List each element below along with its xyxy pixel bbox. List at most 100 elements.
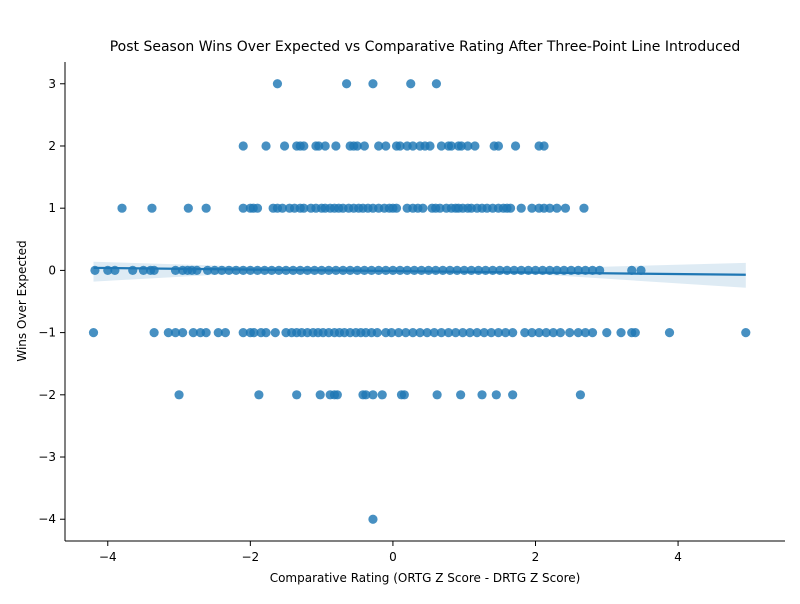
data-point <box>534 328 544 338</box>
data-point <box>394 328 404 338</box>
data-point <box>399 390 409 400</box>
data-point <box>201 203 211 213</box>
data-point <box>149 265 159 275</box>
data-point <box>213 328 223 338</box>
y-tick-label: −2 <box>38 388 56 402</box>
data-point <box>238 141 248 151</box>
data-point <box>587 328 598 338</box>
y-tick-label: −3 <box>38 450 56 464</box>
data-point <box>573 328 583 338</box>
x-ticks: −4 −2 0 2 4 <box>99 541 682 564</box>
data-point <box>472 328 482 338</box>
data-point <box>261 328 271 338</box>
data-point <box>541 328 551 338</box>
data-point <box>456 141 466 151</box>
data-point <box>183 203 193 213</box>
data-point <box>436 141 446 151</box>
chart-title: Post Season Wins Over Expected vs Compar… <box>110 39 741 55</box>
data-point <box>128 265 138 275</box>
data-point <box>201 328 211 338</box>
data-point <box>435 203 445 213</box>
data-point <box>630 328 640 338</box>
data-point <box>368 514 378 524</box>
data-points <box>88 79 751 524</box>
data-point <box>431 79 442 89</box>
data-point <box>359 141 370 151</box>
data-point <box>315 390 325 400</box>
data-point <box>451 328 461 338</box>
data-point <box>575 390 586 400</box>
data-point <box>508 328 518 338</box>
data-point <box>664 328 675 338</box>
data-point <box>579 203 589 213</box>
x-tick-label: −4 <box>99 550 117 564</box>
data-point <box>386 328 397 338</box>
data-point <box>368 390 378 400</box>
data-point <box>277 203 288 213</box>
x-tick-label: 0 <box>389 550 397 564</box>
x-axis-label: Comparative Rating (ORTG Z Score - DRTG … <box>270 571 581 585</box>
data-point <box>270 328 280 338</box>
data-point <box>555 328 566 338</box>
data-point <box>443 328 454 338</box>
regression-line-path <box>93 266 746 276</box>
data-point <box>456 390 466 400</box>
data-point <box>361 390 371 400</box>
data-point <box>560 203 571 213</box>
y-ticks: −4 −3 −2 −1 0 1 2 3 <box>38 77 65 526</box>
data-point <box>170 328 181 338</box>
data-point <box>238 203 248 213</box>
data-point <box>432 390 442 400</box>
data-point <box>341 79 352 89</box>
data-point <box>458 328 468 338</box>
data-point <box>616 328 626 338</box>
data-point <box>477 390 487 400</box>
data-point <box>249 328 259 338</box>
y-tick-label: 1 <box>48 201 56 215</box>
x-tick-label: 4 <box>674 550 682 564</box>
data-point <box>463 141 473 151</box>
data-point <box>174 390 184 400</box>
data-point <box>188 328 198 338</box>
data-point <box>425 141 435 151</box>
data-point <box>422 328 432 338</box>
data-point <box>516 203 526 213</box>
data-point <box>406 79 416 89</box>
data-point <box>741 328 751 338</box>
data-point <box>418 203 428 213</box>
x-tick-label: −2 <box>241 550 259 564</box>
data-point <box>539 141 549 151</box>
data-point <box>446 141 456 151</box>
y-tick-label: 3 <box>48 77 56 91</box>
data-point <box>178 328 188 338</box>
data-point <box>429 328 439 338</box>
y-tick-label: 0 <box>48 263 56 277</box>
data-point <box>252 203 263 213</box>
data-point <box>352 141 362 151</box>
data-point <box>545 203 555 213</box>
data-point <box>163 328 173 338</box>
data-point <box>505 203 516 213</box>
data-point <box>217 265 227 275</box>
data-point <box>314 141 324 151</box>
data-point <box>408 328 418 338</box>
y-tick-label: 2 <box>48 139 56 153</box>
data-point <box>565 328 575 338</box>
data-point <box>254 390 264 400</box>
data-point <box>117 203 127 213</box>
data-point <box>147 203 157 213</box>
data-point <box>580 328 591 338</box>
data-point <box>520 328 530 338</box>
data-point <box>292 390 302 400</box>
data-point <box>491 390 501 400</box>
x-tick-label: 2 <box>532 550 540 564</box>
data-point <box>299 203 309 213</box>
data-point <box>493 141 504 151</box>
data-point <box>377 390 387 400</box>
data-point <box>552 203 562 213</box>
data-point <box>493 328 504 338</box>
data-point <box>261 141 271 151</box>
data-point <box>220 328 230 338</box>
